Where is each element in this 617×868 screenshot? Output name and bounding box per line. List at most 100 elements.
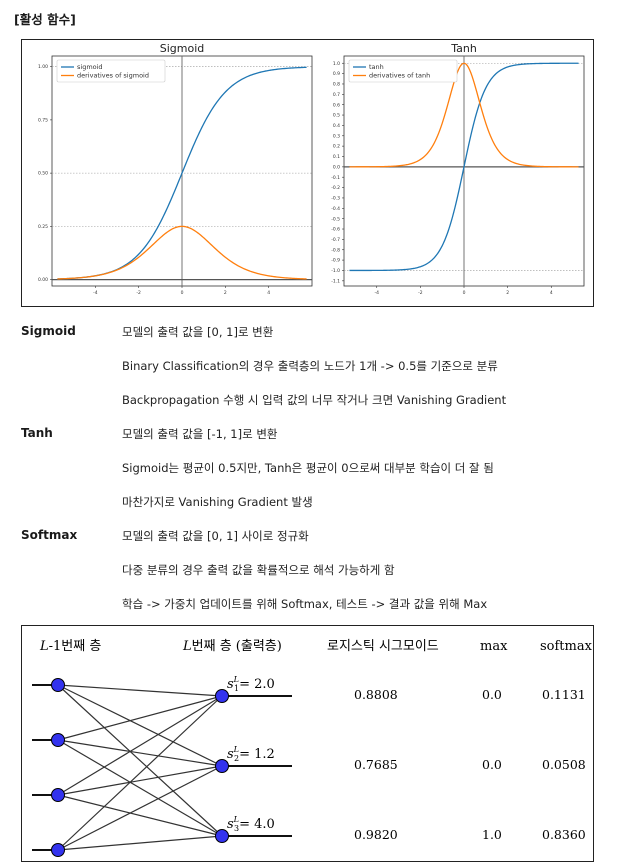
definition-softmax-3: 학습 -> 가중치 업데이트를 위해 Softmax, 테스트 -> 결과 값을… bbox=[0, 590, 617, 624]
definition-tanh-2: Sigmoid는 평균이 0.5지만, Tanh은 평균이 0으로써 대부분 학… bbox=[0, 454, 617, 488]
tanh-legend-box bbox=[348, 59, 458, 83]
tanh-y-tick-label: -0.4 bbox=[331, 206, 340, 212]
tanh-x-tick-label: 4 bbox=[550, 290, 553, 296]
sigmoid-y-tick-label: 0.75 bbox=[38, 117, 48, 123]
tanh-legend-label: tanh bbox=[369, 63, 384, 71]
desc-line: Binary Classification의 경우 출력층의 노드가 1개 ->… bbox=[122, 359, 498, 373]
definition-softmax-1: Softmax 모델의 출력 값을 [0, 1] 사이로 정규화 bbox=[0, 522, 617, 556]
network-svg: L-1번째 층 L번째 층 (출력층) 로지스틱 시그모이드 max softm… bbox=[32, 639, 593, 857]
output-label-1: sL 1= 2.0 bbox=[227, 675, 275, 693]
sigmoid-x-tick-label: 4 bbox=[267, 290, 270, 296]
output-node bbox=[215, 689, 229, 703]
sigmoid-y-tick-label: 1.00 bbox=[38, 64, 48, 70]
tanh-y-tick-label: 0.1 bbox=[333, 154, 340, 160]
sigmoid-value: 0.7685 bbox=[354, 757, 398, 772]
desc-line: Backpropagation 수행 시 입력 값의 너무 작거나 크면 Van… bbox=[122, 393, 507, 407]
connection-line bbox=[57, 794, 223, 837]
sigmoid-y-tick-label: 0.00 bbox=[38, 277, 48, 283]
definition-sigmoid-1: Sigmoid 모델의 출력 값을 [0, 1]로 변환 bbox=[0, 318, 617, 352]
tanh-y-tick-label: -0.9 bbox=[331, 258, 340, 264]
desc-line: 모델의 출력 값을 [-1, 1]로 변환 bbox=[122, 427, 278, 441]
network-figure: L-1번째 층 L번째 층 (출력층) 로지스틱 시그모이드 max softm… bbox=[21, 625, 594, 862]
tanh-y-tick-label: -0.7 bbox=[331, 237, 340, 243]
sigmoid-x-tick-label: -4 bbox=[93, 290, 98, 296]
sigmoid-legend-label: sigmoid bbox=[77, 63, 103, 71]
sigmoid-panel: Sigmoid -4 -2 0 2 4 0.00 0.25 0.50 0.75 1.00 sigmoi… bbox=[38, 42, 313, 296]
tanh-title: Tanh bbox=[450, 42, 477, 55]
desc-line: 다중 분류의 경우 출력 값을 확률적으로 해석 가능하게 함 bbox=[122, 563, 395, 577]
tanh-y-tick-label: 0.6 bbox=[333, 102, 340, 108]
header-max: max bbox=[480, 639, 508, 654]
connection-line bbox=[57, 684, 223, 837]
max-value: 0.0 bbox=[482, 757, 502, 772]
max-value: 1.0 bbox=[482, 827, 502, 842]
definition-softmax-2: 다중 분류의 경우 출력 값을 확률적으로 해석 가능하게 함 bbox=[0, 556, 617, 590]
output-labels: sL 1= 2.0 sL 2= 1.2 sL 3= 4.0 bbox=[227, 675, 275, 833]
definition-sigmoid-2: Binary Classification의 경우 출력층의 노드가 1개 ->… bbox=[0, 352, 617, 386]
connection-lines bbox=[57, 684, 223, 851]
desc-line: 모델의 출력 값을 [0, 1]로 변환 bbox=[122, 325, 274, 339]
input-node bbox=[51, 843, 65, 857]
output-values: 0.8808 0.7685 0.9820 0.0 0.0 1.0 0.1131 … bbox=[354, 687, 586, 842]
term-tanh: Tanh bbox=[21, 426, 53, 440]
sigmoid-title: Sigmoid bbox=[160, 42, 205, 55]
sigmoid-y-tick-label: 0.50 bbox=[38, 171, 48, 177]
term-sigmoid: Sigmoid bbox=[21, 324, 76, 338]
sigmoid-x-tick-label: 2 bbox=[224, 290, 227, 296]
tanh-x-tick-label: 0 bbox=[463, 290, 466, 296]
tanh-y-tick-label: 0.5 bbox=[333, 113, 340, 119]
input-node bbox=[51, 788, 65, 802]
sigmoid-x-tick-label: -2 bbox=[136, 290, 141, 296]
tanh-y-tick-label: -0.2 bbox=[331, 185, 340, 191]
definition-tanh-1: Tanh 모델의 출력 값을 [-1, 1]로 변환 bbox=[0, 420, 617, 454]
tanh-x-tick-label: 2 bbox=[506, 290, 509, 296]
input-stubs bbox=[32, 684, 58, 851]
sigmoid-value: 0.9820 bbox=[354, 827, 398, 842]
tanh-panel: Tanh -4 -2 0 2 4 -1.1 -1.0 -0.9 -0.8 -0.7 -0.6 -0.5 -… bbox=[331, 42, 585, 296]
tanh-y-tick-label: 0.9 bbox=[333, 71, 340, 77]
softmax-value: 0.8360 bbox=[542, 827, 586, 842]
softmax-value: 0.0508 bbox=[542, 757, 586, 772]
activation-charts-svg: Sigmoid-4 -2 0 2 40.000.250.500.751.00 sigmoi… bbox=[38, 42, 585, 296]
connection-line bbox=[57, 765, 223, 851]
header-output-layer: L번째 층 (출력층) bbox=[182, 639, 282, 654]
definition-tanh-3: 마찬가지로 Vanishing Gradient 발생 bbox=[0, 488, 617, 522]
softmax-value: 0.1131 bbox=[542, 687, 586, 702]
output-stubs bbox=[222, 695, 292, 837]
connection-line bbox=[57, 765, 223, 796]
tanh-x-tick-label: -4 bbox=[374, 290, 379, 296]
sigmoid-value: 0.8808 bbox=[354, 687, 398, 702]
output-label-2: sL 2= 1.2 bbox=[227, 745, 275, 763]
desc-line: 모델의 출력 값을 [0, 1] 사이로 정규화 bbox=[122, 529, 309, 543]
tanh-y-tick-label: 0.3 bbox=[333, 133, 340, 139]
output-node bbox=[215, 759, 229, 773]
sigmoid-x-tick-label: 0 bbox=[181, 290, 184, 296]
max-value: 0.0 bbox=[482, 687, 502, 702]
desc-line: 학습 -> 가중치 업데이트를 위해 Softmax, 테스트 -> 결과 값을… bbox=[122, 597, 488, 611]
connection-line bbox=[57, 695, 223, 741]
input-node bbox=[51, 678, 65, 692]
sigmoid-y-tick-label: 0.25 bbox=[38, 224, 48, 230]
header-prev-layer: L-1번째 층 bbox=[39, 639, 101, 654]
connection-line bbox=[57, 684, 223, 767]
term-softmax: Softmax bbox=[21, 528, 78, 542]
desc-line: Sigmoid는 평균이 0.5지만, Tanh은 평균이 0으로써 대부분 학… bbox=[122, 461, 494, 475]
tanh-y-tick-label: 0.2 bbox=[333, 144, 340, 150]
connection-line bbox=[57, 684, 223, 697]
header-sigmoid: 로지스틱 시그모이드 bbox=[327, 639, 439, 654]
tanh-y-tick-label: 1.0 bbox=[333, 61, 340, 67]
connection-line bbox=[57, 695, 223, 796]
connection-line bbox=[57, 695, 223, 851]
connection-line bbox=[57, 739, 223, 837]
tanh-y-tick-label: -1.0 bbox=[331, 268, 340, 274]
input-node bbox=[51, 733, 65, 747]
sigmoid-derivative-series-line bbox=[57, 225, 307, 280]
header-softmax: softmax bbox=[540, 639, 593, 654]
tanh-main-series-line bbox=[349, 62, 579, 272]
tanh-y-tick-label: 0.8 bbox=[333, 82, 340, 88]
connection-line bbox=[57, 739, 223, 767]
section-heading: [활성 함수] bbox=[14, 12, 76, 27]
desc-line: 마찬가지로 Vanishing Gradient 발생 bbox=[122, 495, 313, 509]
